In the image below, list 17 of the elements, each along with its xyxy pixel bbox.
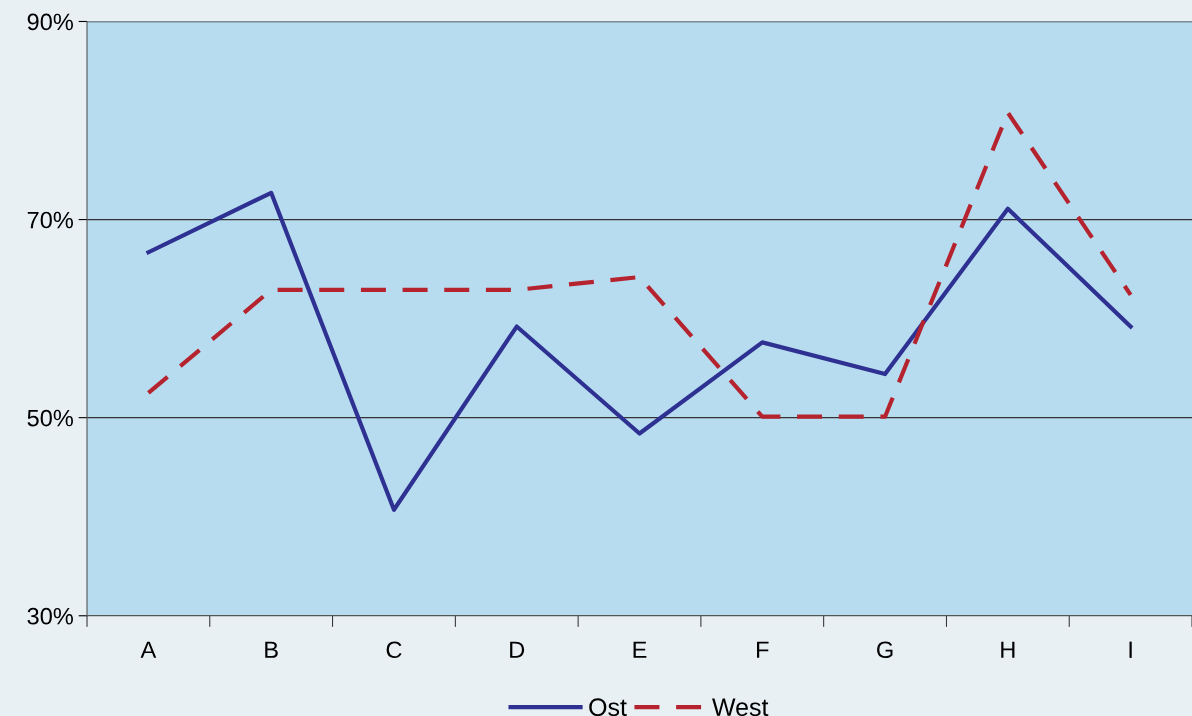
x-tick-label: A [140,641,157,658]
legend-label: Ost [589,698,627,716]
line-series [146,190,1133,512]
x-tick-label: F [757,641,769,658]
x-tick-label: E [633,641,647,658]
line-series [146,110,1133,419]
legend-label: West [712,698,769,716]
x-tick-label: B [265,641,278,658]
x-tick-label: D [510,641,525,658]
x-tick-label: C [386,641,402,659]
y-tick-label: 70% [27,211,73,229]
x-tick-label: I [1129,641,1132,658]
y-tick-label: 50% [27,409,73,427]
y-tick-label: 90% [27,13,73,31]
x-tick-label: H [1001,641,1015,658]
x-tick-label: G [877,641,893,659]
y-tick-label: 30% [27,607,73,625]
